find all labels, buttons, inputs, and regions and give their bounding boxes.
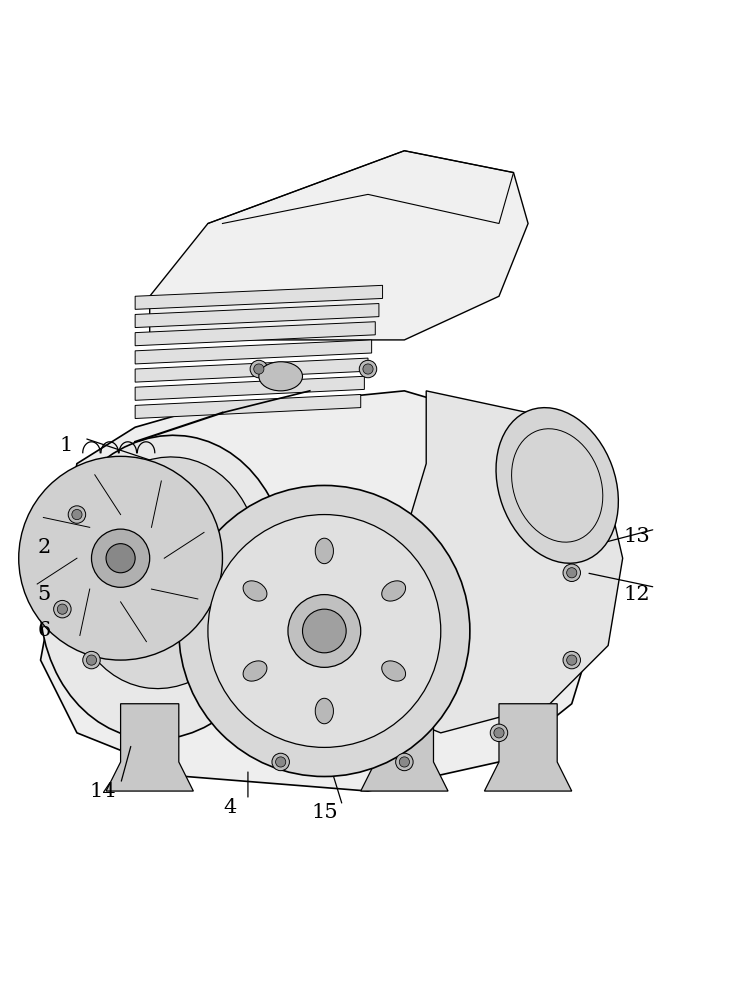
Ellipse shape xyxy=(243,661,267,681)
Text: 13: 13 xyxy=(624,527,651,546)
Polygon shape xyxy=(135,304,379,328)
Circle shape xyxy=(86,655,96,665)
Circle shape xyxy=(363,364,373,374)
Text: 1: 1 xyxy=(60,436,73,455)
Polygon shape xyxy=(40,391,601,791)
Circle shape xyxy=(250,360,268,378)
Circle shape xyxy=(490,724,508,742)
Circle shape xyxy=(359,360,377,378)
Circle shape xyxy=(563,651,581,669)
Ellipse shape xyxy=(382,661,406,681)
Circle shape xyxy=(179,485,470,777)
Text: 14: 14 xyxy=(89,782,116,801)
Circle shape xyxy=(106,544,135,573)
Text: 4: 4 xyxy=(223,798,236,817)
Ellipse shape xyxy=(243,581,267,601)
Ellipse shape xyxy=(382,581,406,601)
Circle shape xyxy=(400,757,409,767)
Text: 12: 12 xyxy=(624,585,651,604)
Circle shape xyxy=(57,604,68,614)
Text: 2: 2 xyxy=(38,538,51,557)
Ellipse shape xyxy=(315,538,333,564)
Circle shape xyxy=(72,509,82,520)
Circle shape xyxy=(567,568,577,578)
Circle shape xyxy=(91,529,149,587)
Circle shape xyxy=(254,364,264,374)
Polygon shape xyxy=(135,394,361,419)
Text: 5: 5 xyxy=(38,585,51,604)
Circle shape xyxy=(302,609,346,653)
Ellipse shape xyxy=(496,408,618,563)
Circle shape xyxy=(494,728,504,738)
Text: 6: 6 xyxy=(38,621,51,640)
Ellipse shape xyxy=(40,435,289,739)
Circle shape xyxy=(68,506,85,523)
Polygon shape xyxy=(135,376,364,400)
Circle shape xyxy=(396,753,413,771)
Ellipse shape xyxy=(259,362,302,391)
Circle shape xyxy=(272,753,289,771)
Ellipse shape xyxy=(315,698,333,724)
Circle shape xyxy=(275,757,286,767)
Polygon shape xyxy=(149,151,528,340)
Text: 15: 15 xyxy=(311,803,338,822)
Circle shape xyxy=(18,456,222,660)
Polygon shape xyxy=(135,340,372,364)
Circle shape xyxy=(82,651,100,669)
Polygon shape xyxy=(383,391,623,733)
Polygon shape xyxy=(135,285,383,309)
Circle shape xyxy=(563,564,581,581)
Polygon shape xyxy=(361,704,448,791)
Polygon shape xyxy=(484,704,572,791)
Circle shape xyxy=(567,655,577,665)
Circle shape xyxy=(208,515,441,747)
Polygon shape xyxy=(106,704,194,791)
Circle shape xyxy=(54,600,71,618)
Ellipse shape xyxy=(69,457,260,689)
Polygon shape xyxy=(135,358,368,382)
Circle shape xyxy=(288,595,361,667)
Polygon shape xyxy=(135,322,375,346)
